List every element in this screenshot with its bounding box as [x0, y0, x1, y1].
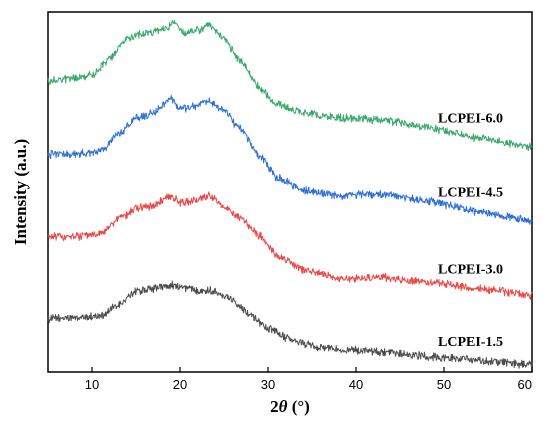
x-tick-label: 30: [261, 377, 275, 392]
x-tick-label: 10: [85, 377, 99, 392]
plot-frame: [47, 11, 533, 373]
x-axis-title: 2θ (°): [270, 397, 310, 416]
x-tick-label: 20: [173, 377, 187, 392]
series-line-lcpei-6.0: [47, 19, 533, 152]
series-labels: LCPEI-1.5 LCPEI-3.0 LCPEI-4.5 LCPEI-6.0: [438, 112, 503, 350]
x-tick-label: 60: [518, 377, 532, 392]
series-lines: [47, 19, 533, 369]
y-axis-title: Intensity (a.u.): [11, 139, 30, 245]
x-tick-label: 40: [349, 377, 363, 392]
series-line-lcpei-4.5: [47, 94, 533, 225]
series-line-lcpei-1.5: [47, 280, 533, 369]
series-line-lcpei-3.0: [47, 191, 533, 300]
plot-border: [47, 11, 533, 373]
x-tick-label: 50: [437, 377, 451, 392]
series-label-lcpei-1.5: LCPEI-1.5: [438, 335, 503, 350]
series-label-lcpei-3.0: LCPEI-3.0: [438, 263, 503, 278]
x-axis-ticks: 10 20 30 40 50 60: [85, 367, 533, 392]
series-label-lcpei-6.0: LCPEI-6.0: [438, 112, 503, 127]
series-label-lcpei-4.5: LCPEI-4.5: [438, 186, 503, 201]
